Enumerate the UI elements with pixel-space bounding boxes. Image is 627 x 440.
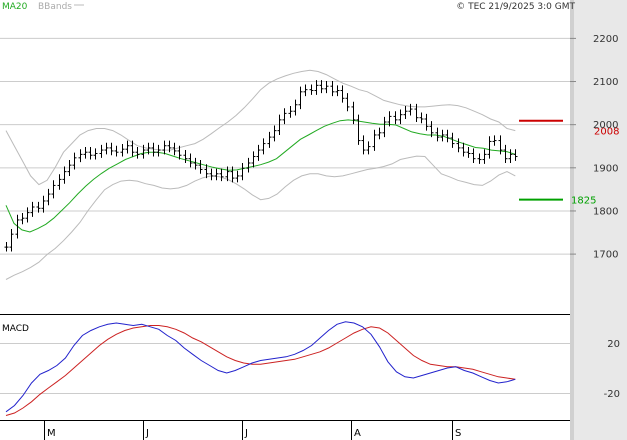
- x-tick-label: M: [47, 428, 56, 439]
- y-tick-label: 2200: [593, 34, 618, 45]
- price-panel: 2008 1825 1700 1800 1900 2000 2100 2200: [0, 12, 619, 314]
- macd-y-tick-label: 20: [607, 339, 620, 350]
- support-label: 1825: [571, 196, 596, 207]
- price-bars: [4, 80, 518, 252]
- sidebar-shadow: [570, 0, 574, 440]
- ma20-line: [5, 119, 516, 233]
- x-tick-label: J: [244, 428, 248, 439]
- x-tick-label: J: [145, 428, 149, 439]
- macd-title: MACD: [2, 324, 29, 334]
- price-grid: [0, 37, 570, 255]
- support-resistance: 2008 1825: [519, 119, 619, 207]
- axis-sidebar: [570, 0, 627, 440]
- price-y-axis: 1700 1800 1900 2000 2100 2200: [570, 34, 618, 261]
- y-tick-label: 1700: [593, 250, 618, 261]
- resistance-label: 2008: [594, 127, 619, 138]
- y-tick-label: 1800: [593, 206, 618, 217]
- ma20-polyline: [5, 119, 516, 233]
- x-tick-label: A: [354, 428, 361, 439]
- macd-y-tick-label: -20: [604, 389, 620, 400]
- macd-line: [5, 321, 516, 413]
- macd-panel: MACD 20 -20: [0, 321, 620, 416]
- bb-lower-line: [5, 155, 516, 280]
- y-tick-label: 1900: [593, 163, 618, 174]
- macd-lines: [5, 321, 516, 416]
- signal-line: [5, 325, 516, 416]
- macd-y-axis: 20 -20: [604, 339, 620, 400]
- macd-grid: [0, 343, 570, 394]
- copyright-text: © TEC 21/9/2025 3:0 GMT: [456, 2, 575, 12]
- legend-ma20: MA20: [2, 2, 28, 12]
- price-panel-frame: [0, 12, 570, 314]
- bollinger-bands: [5, 69, 516, 280]
- y-tick-label: 2000: [593, 120, 618, 131]
- legend-bbands: BBands: [38, 2, 72, 12]
- y-tick-label: 2100: [593, 77, 618, 88]
- x-tick-label: S: [455, 428, 461, 439]
- bb-upper-line: [5, 69, 516, 186]
